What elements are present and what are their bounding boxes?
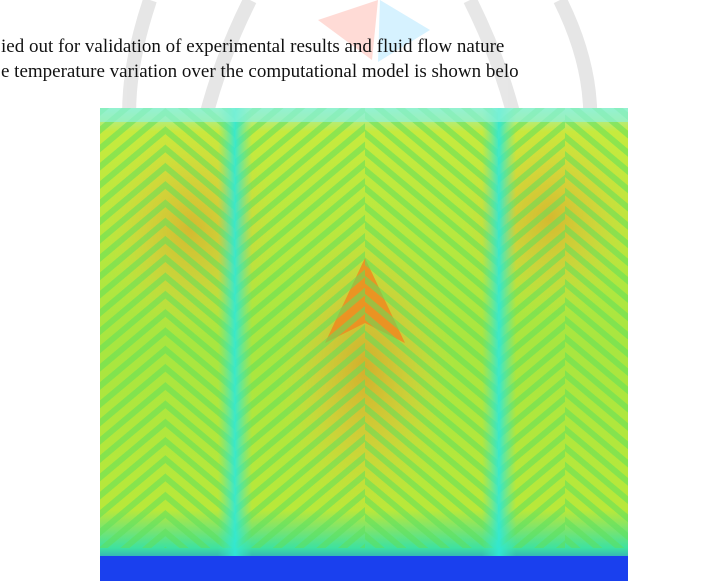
temperature-contour-figure [100,108,628,581]
page: {"paragraph": {"lines": ["ied out for va… [0,0,716,581]
text-line: ied out for validation of experimental r… [1,36,504,58]
text-line: e temperature variation over the computa… [1,61,519,83]
